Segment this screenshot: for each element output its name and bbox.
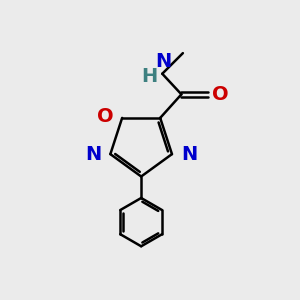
Text: N: N [156, 52, 172, 71]
Text: O: O [97, 107, 113, 126]
Text: N: N [181, 145, 197, 164]
Text: O: O [212, 85, 229, 104]
Text: N: N [85, 145, 101, 164]
Text: H: H [142, 67, 158, 85]
